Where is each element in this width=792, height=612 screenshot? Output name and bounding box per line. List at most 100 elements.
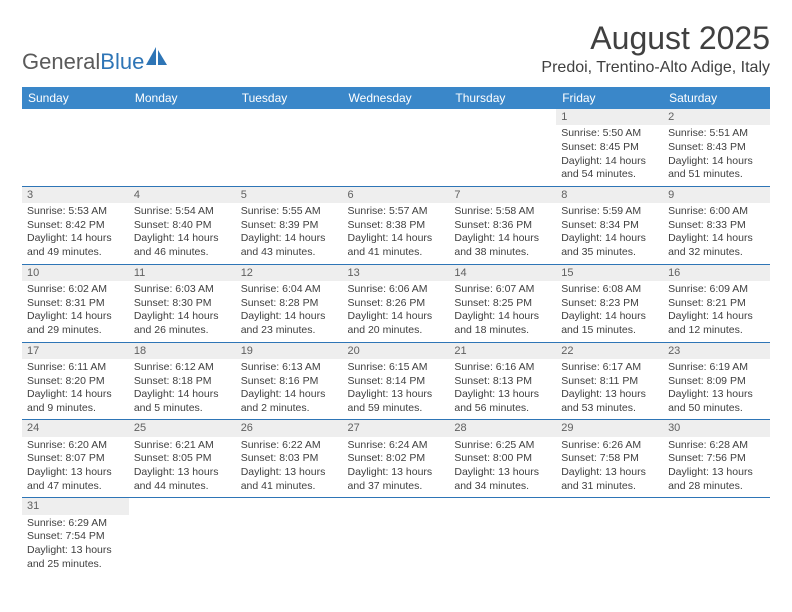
week-row: 10Sunrise: 6:02 AM Sunset: 8:31 PM Dayli… xyxy=(22,264,770,342)
day-cell: 2Sunrise: 5:51 AM Sunset: 8:43 PM Daylig… xyxy=(663,109,770,186)
day-cell: 31Sunrise: 6:29 AM Sunset: 7:54 PM Dayli… xyxy=(22,498,129,575)
day-number: 22 xyxy=(556,343,663,359)
day-cell: 30Sunrise: 6:28 AM Sunset: 7:56 PM Dayli… xyxy=(663,420,770,498)
day-number: 6 xyxy=(343,187,450,203)
week-row: ..........1Sunrise: 5:50 AM Sunset: 8:45… xyxy=(22,109,770,186)
day-details: Sunrise: 5:53 AM Sunset: 8:42 PM Dayligh… xyxy=(22,203,129,264)
day-cell: .. xyxy=(343,498,450,575)
day-number: 12 xyxy=(236,265,343,281)
day-number: 24 xyxy=(22,420,129,436)
day-details: Sunrise: 6:09 AM Sunset: 8:21 PM Dayligh… xyxy=(663,281,770,342)
day-details: Sunrise: 6:17 AM Sunset: 8:11 PM Dayligh… xyxy=(556,359,663,420)
day-details: Sunrise: 6:03 AM Sunset: 8:30 PM Dayligh… xyxy=(129,281,236,342)
day-cell: 23Sunrise: 6:19 AM Sunset: 8:09 PM Dayli… xyxy=(663,342,770,420)
day-details: Sunrise: 6:21 AM Sunset: 8:05 PM Dayligh… xyxy=(129,437,236,498)
day-cell: .. xyxy=(129,109,236,186)
day-details: Sunrise: 6:11 AM Sunset: 8:20 PM Dayligh… xyxy=(22,359,129,420)
day-cell: 7Sunrise: 5:58 AM Sunset: 8:36 PM Daylig… xyxy=(449,186,556,264)
header: GeneralBlue August 2025 Predoi, Trentino… xyxy=(22,20,770,77)
day-cell: 22Sunrise: 6:17 AM Sunset: 8:11 PM Dayli… xyxy=(556,342,663,420)
logo-text-blue: Blue xyxy=(100,49,144,75)
day-details: Sunrise: 6:06 AM Sunset: 8:26 PM Dayligh… xyxy=(343,281,450,342)
day-number: 13 xyxy=(343,265,450,281)
calendar-table: Sunday Monday Tuesday Wednesday Thursday… xyxy=(22,87,770,575)
day-number: 1 xyxy=(556,109,663,125)
day-cell: 13Sunrise: 6:06 AM Sunset: 8:26 PM Dayli… xyxy=(343,264,450,342)
day-number: 4 xyxy=(129,187,236,203)
day-details: Sunrise: 6:13 AM Sunset: 8:16 PM Dayligh… xyxy=(236,359,343,420)
day-number: 31 xyxy=(22,498,129,514)
day-number: 25 xyxy=(129,420,236,436)
day-details: Sunrise: 6:12 AM Sunset: 8:18 PM Dayligh… xyxy=(129,359,236,420)
day-header-row: Sunday Monday Tuesday Wednesday Thursday… xyxy=(22,87,770,109)
day-cell: 8Sunrise: 5:59 AM Sunset: 8:34 PM Daylig… xyxy=(556,186,663,264)
day-cell: 5Sunrise: 5:55 AM Sunset: 8:39 PM Daylig… xyxy=(236,186,343,264)
day-details: Sunrise: 6:24 AM Sunset: 8:02 PM Dayligh… xyxy=(343,437,450,498)
day-cell: 19Sunrise: 6:13 AM Sunset: 8:16 PM Dayli… xyxy=(236,342,343,420)
day-number: 8 xyxy=(556,187,663,203)
day-cell: 25Sunrise: 6:21 AM Sunset: 8:05 PM Dayli… xyxy=(129,420,236,498)
day-number: 14 xyxy=(449,265,556,281)
day-number: 28 xyxy=(449,420,556,436)
title-block: August 2025 Predoi, Trentino-Alto Adige,… xyxy=(541,20,770,77)
day-cell: 28Sunrise: 6:25 AM Sunset: 8:00 PM Dayli… xyxy=(449,420,556,498)
day-cell: 27Sunrise: 6:24 AM Sunset: 8:02 PM Dayli… xyxy=(343,420,450,498)
day-details: Sunrise: 5:54 AM Sunset: 8:40 PM Dayligh… xyxy=(129,203,236,264)
day-cell: 24Sunrise: 6:20 AM Sunset: 8:07 PM Dayli… xyxy=(22,420,129,498)
day-details: Sunrise: 5:59 AM Sunset: 8:34 PM Dayligh… xyxy=(556,203,663,264)
day-cell: .. xyxy=(236,498,343,575)
day-details: Sunrise: 6:29 AM Sunset: 7:54 PM Dayligh… xyxy=(22,515,129,576)
day-cell: .. xyxy=(449,109,556,186)
day-number: 30 xyxy=(663,420,770,436)
day-details: Sunrise: 6:16 AM Sunset: 8:13 PM Dayligh… xyxy=(449,359,556,420)
day-details: Sunrise: 6:25 AM Sunset: 8:00 PM Dayligh… xyxy=(449,437,556,498)
day-details: Sunrise: 6:15 AM Sunset: 8:14 PM Dayligh… xyxy=(343,359,450,420)
calendar-body: ..........1Sunrise: 5:50 AM Sunset: 8:45… xyxy=(22,109,770,575)
day-number: 2 xyxy=(663,109,770,125)
logo: GeneralBlue xyxy=(22,47,168,77)
day-cell: 10Sunrise: 6:02 AM Sunset: 8:31 PM Dayli… xyxy=(22,264,129,342)
day-cell: .. xyxy=(556,498,663,575)
month-title: August 2025 xyxy=(541,20,770,57)
week-row: 17Sunrise: 6:11 AM Sunset: 8:20 PM Dayli… xyxy=(22,342,770,420)
day-details: Sunrise: 6:00 AM Sunset: 8:33 PM Dayligh… xyxy=(663,203,770,264)
day-number: 19 xyxy=(236,343,343,359)
day-details: Sunrise: 5:55 AM Sunset: 8:39 PM Dayligh… xyxy=(236,203,343,264)
day-header: Wednesday xyxy=(343,87,450,109)
day-cell: .. xyxy=(663,498,770,575)
day-details: Sunrise: 6:08 AM Sunset: 8:23 PM Dayligh… xyxy=(556,281,663,342)
sail-icon xyxy=(146,47,168,73)
day-details: Sunrise: 5:58 AM Sunset: 8:36 PM Dayligh… xyxy=(449,203,556,264)
day-number: 16 xyxy=(663,265,770,281)
day-details: Sunrise: 6:07 AM Sunset: 8:25 PM Dayligh… xyxy=(449,281,556,342)
day-details: Sunrise: 6:19 AM Sunset: 8:09 PM Dayligh… xyxy=(663,359,770,420)
day-number: 18 xyxy=(129,343,236,359)
day-number: 17 xyxy=(22,343,129,359)
day-number: 27 xyxy=(343,420,450,436)
day-number: 23 xyxy=(663,343,770,359)
logo-text-general: General xyxy=(22,49,100,75)
day-header: Thursday xyxy=(449,87,556,109)
day-number: 9 xyxy=(663,187,770,203)
day-cell: .. xyxy=(22,109,129,186)
day-cell: .. xyxy=(236,109,343,186)
day-cell: .. xyxy=(343,109,450,186)
day-cell: 17Sunrise: 6:11 AM Sunset: 8:20 PM Dayli… xyxy=(22,342,129,420)
day-cell: 16Sunrise: 6:09 AM Sunset: 8:21 PM Dayli… xyxy=(663,264,770,342)
day-number: 7 xyxy=(449,187,556,203)
day-details: Sunrise: 6:26 AM Sunset: 7:58 PM Dayligh… xyxy=(556,437,663,498)
day-number: 3 xyxy=(22,187,129,203)
day-number: 10 xyxy=(22,265,129,281)
day-details: Sunrise: 6:28 AM Sunset: 7:56 PM Dayligh… xyxy=(663,437,770,498)
day-cell: 18Sunrise: 6:12 AM Sunset: 8:18 PM Dayli… xyxy=(129,342,236,420)
day-header: Saturday xyxy=(663,87,770,109)
day-number: 5 xyxy=(236,187,343,203)
day-cell: 15Sunrise: 6:08 AM Sunset: 8:23 PM Dayli… xyxy=(556,264,663,342)
day-header: Tuesday xyxy=(236,87,343,109)
day-number: 21 xyxy=(449,343,556,359)
day-cell: 9Sunrise: 6:00 AM Sunset: 8:33 PM Daylig… xyxy=(663,186,770,264)
day-cell: 11Sunrise: 6:03 AM Sunset: 8:30 PM Dayli… xyxy=(129,264,236,342)
day-cell: 14Sunrise: 6:07 AM Sunset: 8:25 PM Dayli… xyxy=(449,264,556,342)
week-row: 3Sunrise: 5:53 AM Sunset: 8:42 PM Daylig… xyxy=(22,186,770,264)
day-header: Sunday xyxy=(22,87,129,109)
